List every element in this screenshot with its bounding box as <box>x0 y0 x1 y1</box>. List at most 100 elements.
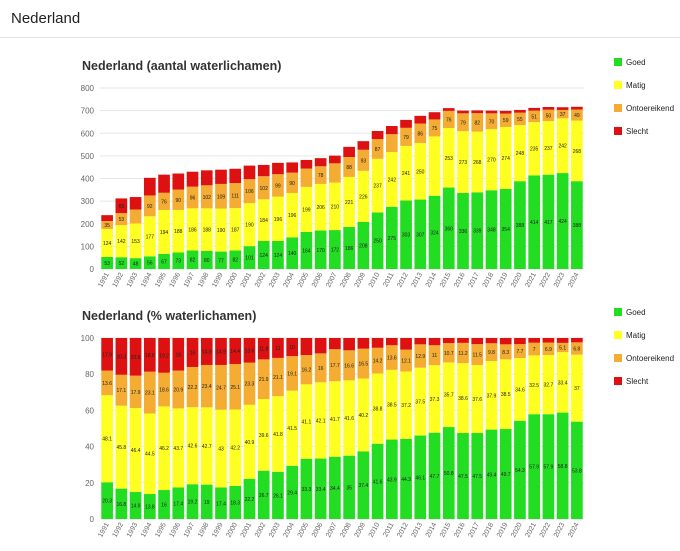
bar-ontoereikend-2018 <box>485 343 498 361</box>
x-tick-label: 2006 <box>311 522 325 539</box>
bar-label-ontoereikend: 79 <box>403 135 409 141</box>
x-tick-label: 2014 <box>425 522 439 539</box>
legend-label-goed[interactable]: Goed <box>626 308 646 317</box>
bar-slecht-2000 <box>229 338 242 365</box>
bar-goed-2011 <box>385 206 398 269</box>
bar-ontoereikend-1998 <box>200 364 213 408</box>
bar-label-goed: 54.3 <box>515 468 525 474</box>
bar-slecht-2015 <box>442 108 455 111</box>
bar-label-goed: 57.9 <box>544 465 554 471</box>
bar-slecht-2002 <box>257 164 270 177</box>
bar-label-matig: 270 <box>487 158 496 164</box>
x-tick-label: 2003 <box>268 522 282 539</box>
bar-label-ontoereikend: 20.9 <box>173 387 183 393</box>
bar-goed-2017 <box>471 192 484 269</box>
bar-slecht-2017 <box>471 338 484 345</box>
legend-label-ontoereikend[interactable]: Ontoereikend <box>626 104 674 113</box>
bar-ontoereikend-2022 <box>542 109 555 122</box>
bar-label-ontoereikend: 19.1 <box>287 371 297 377</box>
x-tick-label: 2004 <box>282 522 296 539</box>
bar-label-goed: 324 <box>430 230 439 236</box>
x-tick-label: 1996 <box>169 272 183 289</box>
bar-label-goed: 44.3 <box>401 477 411 483</box>
bar-matig-2008 <box>343 176 355 227</box>
y-tick-label: 800 <box>81 84 95 93</box>
bar-label-ontoereikend: 12.9 <box>415 354 425 360</box>
bar-ontoereikend-2011 <box>385 134 398 153</box>
bar-label-matig: 41.5 <box>287 426 297 432</box>
bar-matig-2009 <box>357 378 370 452</box>
bar-slecht-2014 <box>428 112 441 120</box>
bar-slecht-2023 <box>556 107 569 110</box>
bar-goed-2019 <box>499 429 512 519</box>
bar-slecht-2004 <box>286 338 299 357</box>
bar-label-goed: 50.8 <box>444 471 454 477</box>
bar-label-ontoereikend: 49 <box>574 113 580 119</box>
bar-label-goed: 73 <box>176 259 182 265</box>
bar-label-ontoereikend: 78 <box>318 173 324 179</box>
bar-slecht-1994 <box>143 338 156 372</box>
bar-matig-1998 <box>200 407 213 485</box>
legend-label-goed[interactable]: Goed <box>626 58 646 67</box>
legend-label-slecht[interactable]: Slecht <box>626 127 649 136</box>
bar-label-goed: 19.2 <box>188 500 198 506</box>
bar-label-ontoereikend: 106 <box>245 189 254 195</box>
legend-label-matig[interactable]: Matig <box>626 331 646 340</box>
x-tick-label: 2011 <box>382 272 395 289</box>
bar-label-goed: 124 <box>260 253 269 259</box>
bar-matig-2000 <box>229 208 242 251</box>
x-tick-label: 1991 <box>97 522 111 539</box>
bar-slecht-2022 <box>542 338 555 343</box>
bar-label-matig: 184 <box>260 218 269 224</box>
x-tick-label: 1997 <box>183 522 197 539</box>
legend-swatch-ontoereikend <box>614 354 622 362</box>
bar-ontoereikend-2019 <box>499 344 512 360</box>
bar-matig-2024 <box>571 354 583 422</box>
bar-matig-2020 <box>514 358 526 421</box>
bar-label-matig: 273 <box>459 160 468 166</box>
bar-slecht-1999 <box>215 169 227 184</box>
bar-matig-2023 <box>556 352 569 413</box>
bar-label-matig: 235 <box>530 147 539 153</box>
y-tick-label: 100 <box>81 334 95 343</box>
bar-label-matig: 41.7 <box>330 417 340 423</box>
bar-label-goed: 46.1 <box>415 475 425 481</box>
legend-label-matig[interactable]: Matig <box>626 81 646 90</box>
bar-slecht-1991 <box>101 215 113 222</box>
bar-label-ontoereikend: 18.6 <box>159 388 169 394</box>
bar-goed-2001 <box>243 246 256 269</box>
bar-label-matig: 242 <box>388 177 397 183</box>
bar-label-matig: 226 <box>359 194 368 200</box>
bar-slecht-2017 <box>471 110 484 114</box>
bar-ontoereikend-1991 <box>101 221 113 229</box>
bar-label-ontoereikend: 90 <box>289 181 295 187</box>
bar-label-ontoereikend: 99 <box>275 183 281 189</box>
bar-label-ontoereikend: 25.1 <box>230 385 240 391</box>
bar-ontoereikend-1993 <box>129 209 142 224</box>
x-tick-label: 2020 <box>510 272 524 289</box>
bar-ontoereikend-2014 <box>428 119 441 137</box>
bar-label-matig: 268 <box>573 149 582 155</box>
bar-ontoereikend-1996 <box>172 370 185 409</box>
bar-label-ontoereikend: 11 <box>432 353 437 359</box>
bar-label-goed: 22.2 <box>245 497 255 503</box>
legend-label-slecht[interactable]: Slecht <box>626 377 649 386</box>
bar-goed-2015 <box>442 427 455 519</box>
x-tick-label: 1994 <box>140 272 154 289</box>
bar-label-matig: 38.5 <box>387 403 397 409</box>
bar-label-ontoereikend: 12.1 <box>401 359 411 365</box>
legend-label-ontoereikend[interactable]: Ontoereikend <box>626 354 674 363</box>
bar-ontoereikend-2018 <box>485 113 498 130</box>
bar-label-goed: 48 <box>133 262 139 268</box>
bar-matig-2015 <box>442 128 455 188</box>
y-tick-label: 300 <box>81 197 95 206</box>
bar-goed-2020 <box>514 420 526 519</box>
bar-slecht-2012 <box>400 338 412 350</box>
x-tick-label: 1992 <box>112 522 126 539</box>
x-tick-label: 2018 <box>482 522 496 539</box>
bar-ontoereikend-2024 <box>571 109 583 121</box>
bar-label-matig: 37.5 <box>415 400 425 406</box>
bar-matig-2003 <box>272 196 284 241</box>
bar-goed-2005 <box>300 458 313 519</box>
bar-slecht-2023 <box>556 338 569 343</box>
